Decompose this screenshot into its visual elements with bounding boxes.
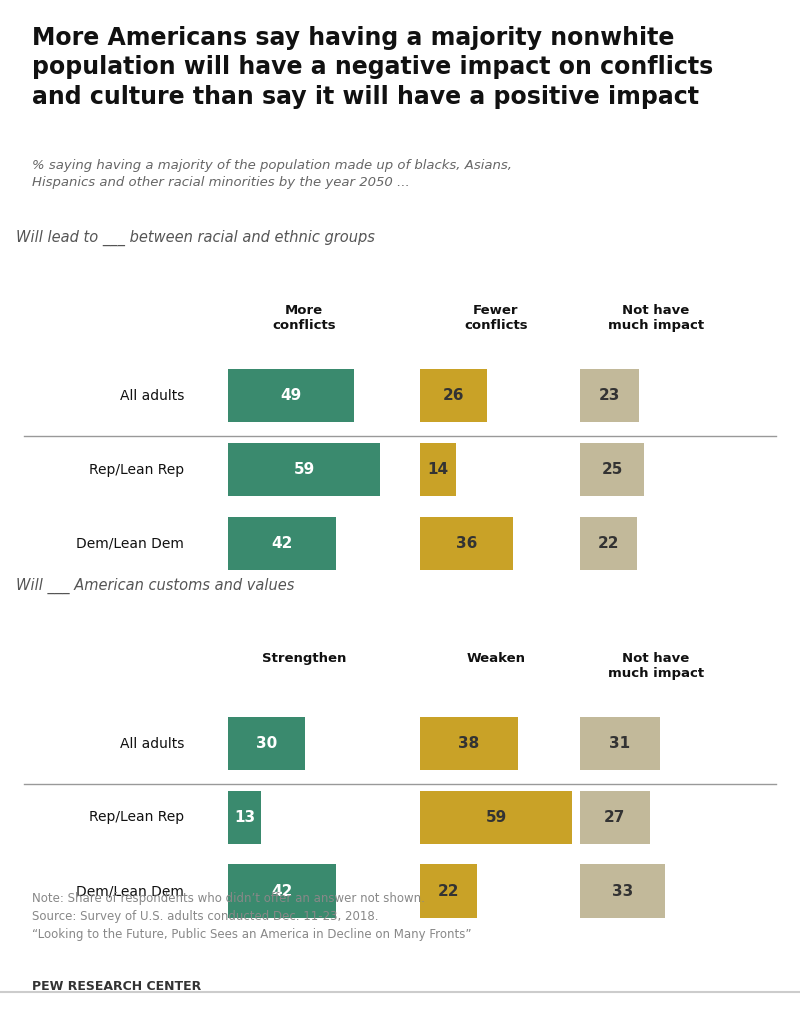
Text: More Americans say having a majority nonwhite
population will have a negative im: More Americans say having a majority non… [32, 26, 714, 109]
Text: 14: 14 [427, 462, 449, 477]
Text: 31: 31 [610, 737, 630, 751]
FancyBboxPatch shape [420, 864, 477, 918]
Text: More
conflicts: More conflicts [272, 304, 336, 331]
Text: % saying having a majority of the population made up of blacks, Asians,
Hispanic: % saying having a majority of the popula… [32, 159, 512, 188]
Text: Will lead to ___ between racial and ethnic groups: Will lead to ___ between racial and ethn… [16, 230, 375, 247]
FancyBboxPatch shape [420, 369, 487, 422]
Text: Note: Share of respondents who didn’t offer an answer not shown.
Source: Survey : Note: Share of respondents who didn’t of… [32, 892, 471, 941]
Text: Weaken: Weaken [466, 652, 526, 665]
Text: 22: 22 [598, 536, 619, 550]
Text: 26: 26 [442, 389, 464, 403]
Text: PEW RESEARCH CENTER: PEW RESEARCH CENTER [32, 980, 202, 993]
FancyBboxPatch shape [228, 369, 354, 422]
Text: Fewer
conflicts: Fewer conflicts [464, 304, 528, 331]
Text: All adults: All adults [120, 737, 184, 751]
Text: Rep/Lean Rep: Rep/Lean Rep [89, 462, 184, 477]
Text: Will ___ American customs and values: Will ___ American customs and values [16, 578, 294, 594]
Text: 59: 59 [294, 462, 314, 477]
Text: 23: 23 [599, 389, 620, 403]
Text: 27: 27 [604, 810, 626, 825]
FancyBboxPatch shape [580, 369, 639, 422]
FancyBboxPatch shape [580, 717, 660, 770]
Text: Not have
much impact: Not have much impact [608, 304, 704, 331]
FancyBboxPatch shape [228, 717, 306, 770]
FancyBboxPatch shape [420, 517, 513, 570]
Text: Dem/Lean Dem: Dem/Lean Dem [76, 536, 184, 550]
Text: All adults: All adults [120, 389, 184, 403]
FancyBboxPatch shape [420, 791, 572, 844]
Text: 13: 13 [234, 810, 255, 825]
FancyBboxPatch shape [228, 443, 380, 496]
Text: Dem/Lean Dem: Dem/Lean Dem [76, 884, 184, 898]
Text: 33: 33 [612, 884, 633, 898]
Text: Strengthen: Strengthen [262, 652, 346, 665]
Text: 25: 25 [602, 462, 623, 477]
FancyBboxPatch shape [420, 443, 456, 496]
Text: 30: 30 [256, 737, 278, 751]
Text: 22: 22 [438, 884, 459, 898]
FancyBboxPatch shape [420, 717, 518, 770]
FancyBboxPatch shape [580, 791, 650, 844]
Text: Rep/Lean Rep: Rep/Lean Rep [89, 810, 184, 825]
FancyBboxPatch shape [228, 517, 336, 570]
Text: 38: 38 [458, 737, 479, 751]
FancyBboxPatch shape [228, 864, 336, 918]
Text: 42: 42 [271, 884, 293, 898]
Text: 59: 59 [486, 810, 506, 825]
Text: 49: 49 [281, 389, 302, 403]
FancyBboxPatch shape [580, 864, 665, 918]
FancyBboxPatch shape [580, 443, 645, 496]
Text: 42: 42 [271, 536, 293, 550]
Text: Not have
much impact: Not have much impact [608, 652, 704, 679]
FancyBboxPatch shape [228, 791, 262, 844]
Text: 36: 36 [456, 536, 477, 550]
FancyBboxPatch shape [580, 517, 637, 570]
